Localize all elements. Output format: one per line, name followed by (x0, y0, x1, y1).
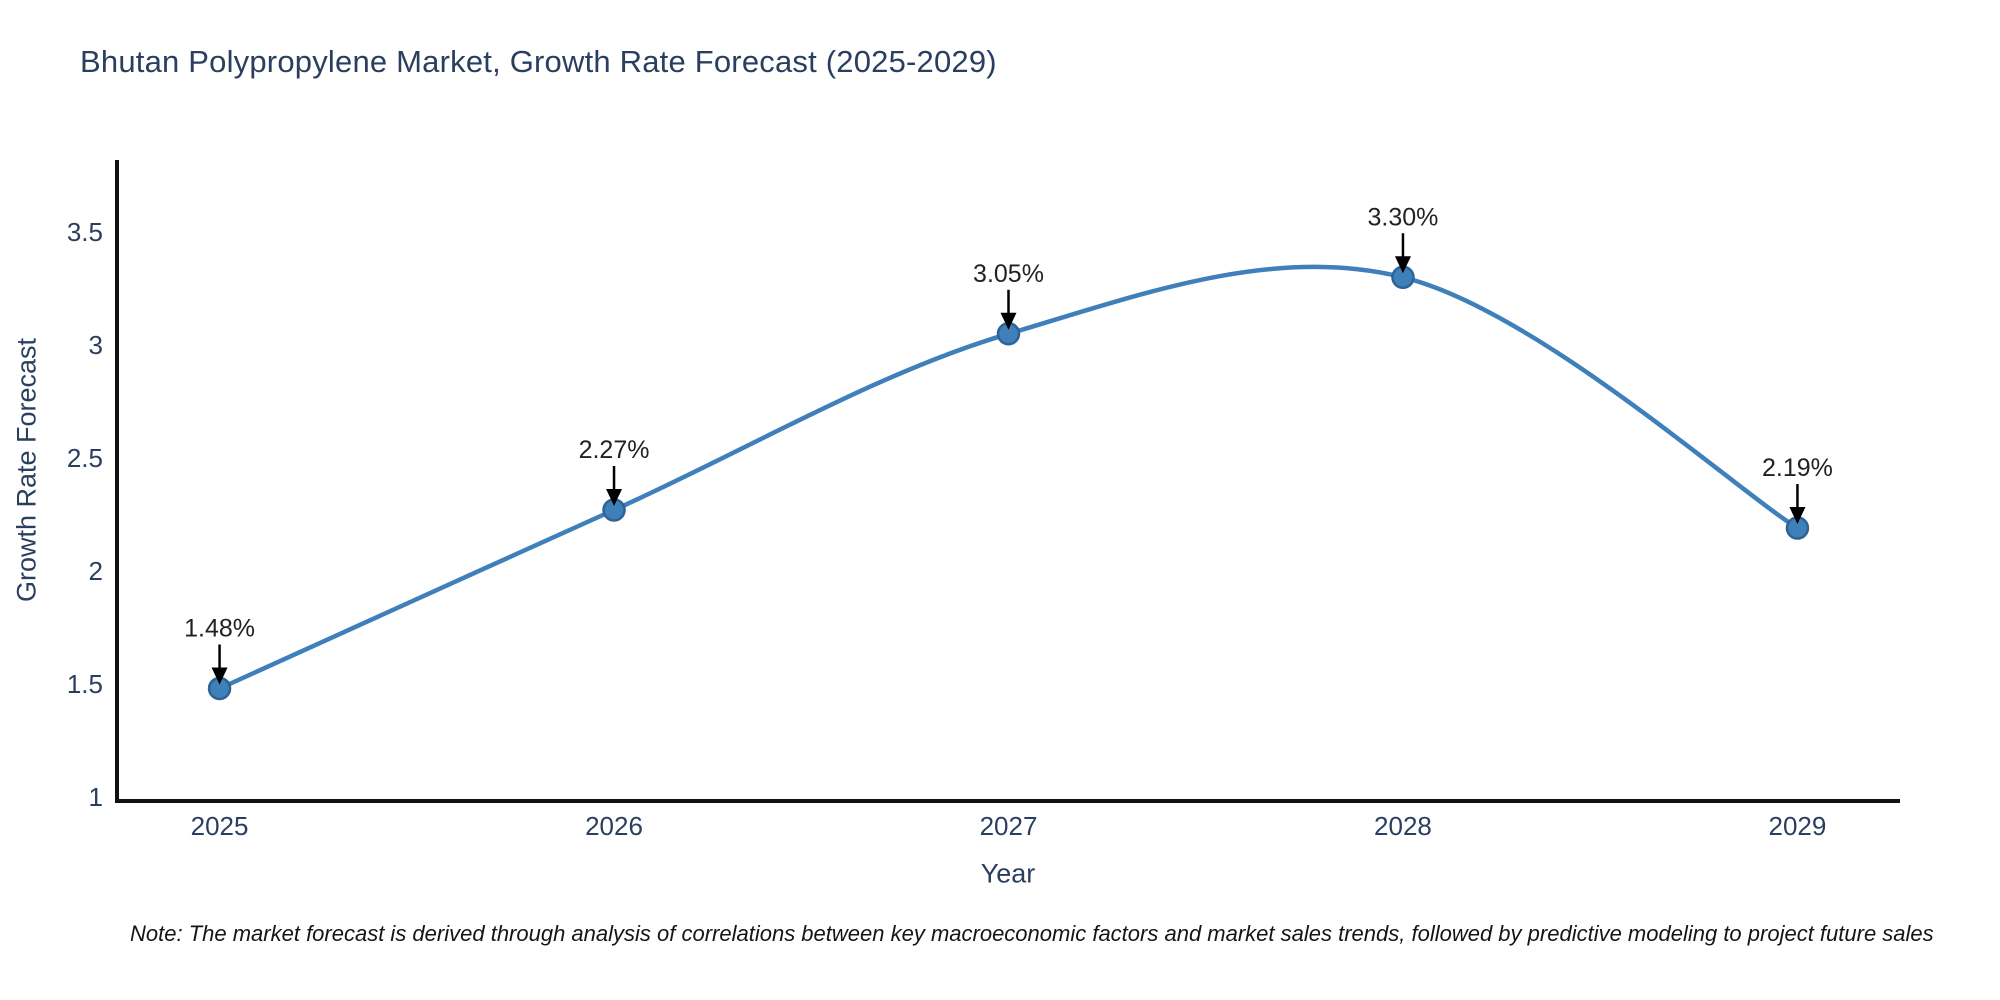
y-tick-label: 1 (89, 782, 103, 812)
annotation-arrowhead (606, 488, 623, 506)
annotation-arrowhead (1394, 256, 1411, 274)
y-tick-label: 1.5 (67, 669, 103, 699)
point-value-label: 3.05% (973, 260, 1044, 288)
x-axis-title: Year (980, 858, 1036, 889)
y-tick-label: 2.5 (67, 443, 103, 473)
x-tick-label: 2029 (1769, 811, 1827, 841)
y-tick-label: 3 (89, 330, 103, 360)
point-value-label: 2.19% (1762, 454, 1833, 482)
x-tick-label: 2026 (585, 811, 643, 841)
x-tick-label: 2028 (1374, 811, 1432, 841)
footnote: Note: The market forecast is derived thr… (130, 921, 1934, 946)
y-tick-label: 2 (89, 556, 103, 586)
point-value-label: 3.30% (1368, 203, 1439, 231)
annotation-arrowhead (1000, 312, 1017, 330)
annotation-arrowhead (1789, 507, 1806, 525)
point-value-label: 2.27% (579, 436, 650, 464)
chart-title: Bhutan Polypropylene Market, Growth Rate… (80, 44, 997, 79)
y-tick-label: 3.5 (67, 217, 103, 247)
x-tick-label: 2025 (191, 811, 249, 841)
point-value-label: 1.48% (184, 614, 255, 642)
annotation-arrowhead (211, 667, 228, 685)
x-tick-label: 2027 (980, 811, 1038, 841)
